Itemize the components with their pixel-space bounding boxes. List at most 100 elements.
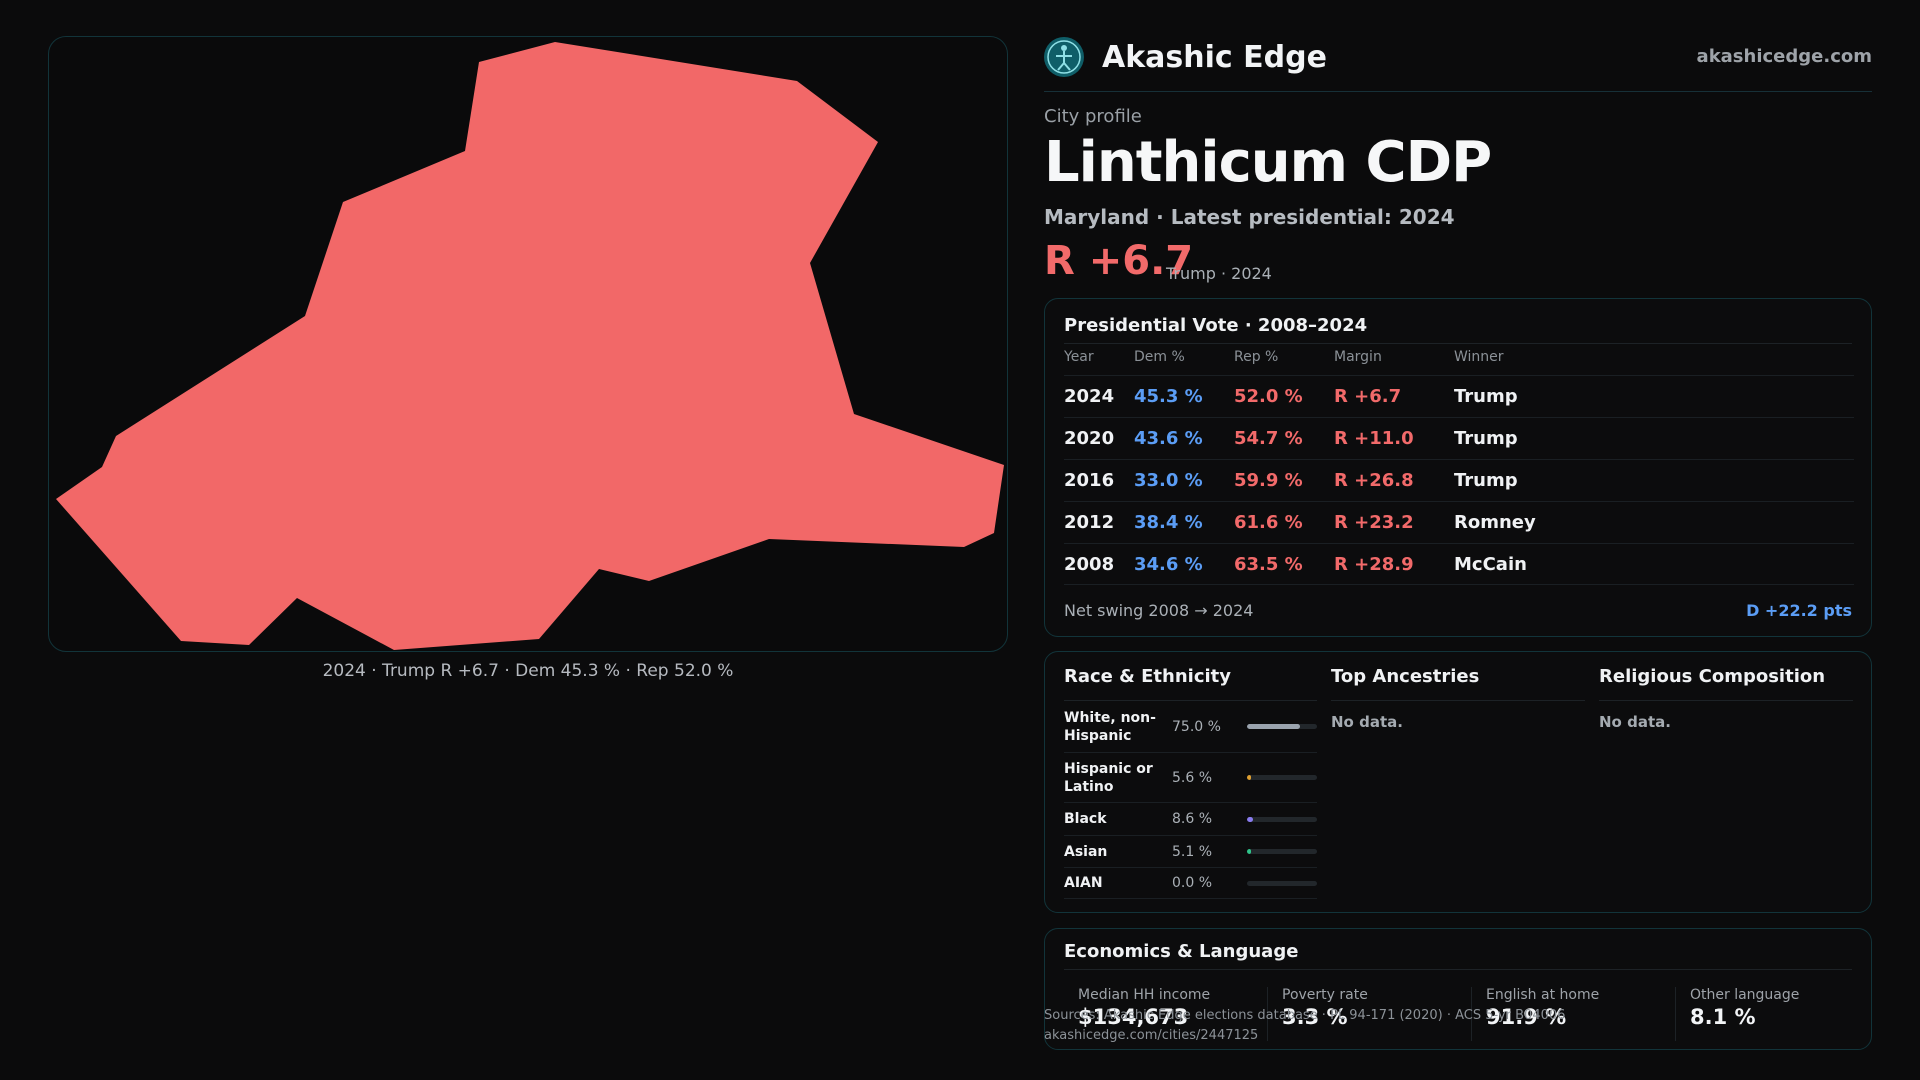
- ancestry-divider: [1331, 700, 1585, 701]
- stat-label: Other language: [1690, 987, 1800, 1003]
- cell-dem: 38.4 %: [1134, 512, 1203, 533]
- religion-section: Religious Composition No data.: [1599, 666, 1853, 731]
- econ-divider: [1064, 969, 1852, 970]
- cell-year: 2016: [1064, 470, 1115, 491]
- page-kicker: City profile: [1044, 106, 1142, 127]
- race-bar-fill: [1247, 724, 1300, 729]
- footer: Sources: Akashic Edge elections database…: [1044, 1006, 1565, 1046]
- race-bar-fill: [1247, 849, 1251, 854]
- religion-empty: No data.: [1599, 713, 1671, 731]
- race-label: White, non-Hispanic: [1064, 709, 1156, 744]
- footer-source: Sources: Akashic Edge elections database…: [1044, 1008, 1566, 1023]
- race-list: White, non-Hispanic 75.0 % Hispanic or L…: [1064, 701, 1317, 899]
- list-item: Hispanic or Latino 5.6 %: [1064, 753, 1317, 803]
- list-item: Black 8.6 %: [1064, 803, 1317, 836]
- cell-winner: McCain: [1454, 553, 1527, 575]
- religion-divider: [1599, 700, 1853, 701]
- race-label: AIAN: [1064, 875, 1103, 891]
- net-swing-label: Net swing 2008 → 2024: [1064, 601, 1254, 620]
- cell-winner: Trump: [1454, 386, 1518, 407]
- table-row[interactable]: 2008 34.6 % 63.5 % R +28.9 McCain: [1064, 543, 1854, 585]
- col-header-year: Year: [1064, 349, 1094, 365]
- brand-name: Akashic Edge: [1102, 39, 1327, 75]
- race-pct: 75.0 %: [1172, 718, 1221, 735]
- race-bar: [1247, 816, 1317, 822]
- cell-dem: 34.6 %: [1134, 553, 1203, 575]
- brand[interactable]: Akashic Edge: [1044, 36, 1327, 78]
- stat-value: 8.1 %: [1690, 1005, 1756, 1029]
- cell-rep: 61.6 %: [1234, 512, 1303, 533]
- stat-value: 3.3 %: [1282, 1005, 1348, 1029]
- net-swing: Net swing 2008 → 2024 D +22.2 pts: [1064, 601, 1852, 620]
- map-panel[interactable]: [48, 36, 1008, 652]
- stat-poverty-rate: Poverty rate 3.3 %: [1267, 987, 1368, 1041]
- table-row[interactable]: 2016 33.0 % 59.9 % R +26.8 Trump: [1064, 459, 1854, 501]
- header-divider: [1044, 91, 1872, 92]
- brand-url-link[interactable]: akashicedge.com: [1696, 46, 1872, 67]
- page-subtitle: Maryland · Latest presidential: 2024: [1044, 205, 1455, 229]
- cell-margin: R +6.7: [1334, 386, 1402, 407]
- race-label: Hispanic or Latino: [1064, 760, 1153, 795]
- race-bar-fill: [1247, 775, 1251, 780]
- stat-median-income: Median HH income $134,673: [1064, 987, 1210, 1041]
- demographics-card: Race & Ethnicity White, non-Hispanic 75.…: [1044, 651, 1872, 913]
- stat-value: 91.9 %: [1486, 1005, 1567, 1029]
- stat-other-language: Other language 8.1 %: [1675, 987, 1799, 1041]
- cell-year: 2024: [1064, 386, 1115, 407]
- race-bar: [1247, 849, 1317, 854]
- race-divider: [1064, 700, 1317, 701]
- race-pct: 0.0 %: [1172, 875, 1213, 891]
- list-item: White, non-Hispanic 75.0 %: [1064, 701, 1317, 753]
- ancestry-title: Top Ancestries: [1331, 666, 1480, 687]
- page-title: Linthicum CDP: [1044, 130, 1492, 195]
- stat-english-at-home: English at home 91.9 %: [1471, 987, 1599, 1041]
- race-bar-fill: [1247, 816, 1254, 822]
- list-item: AIAN 0.0 %: [1064, 868, 1317, 899]
- vote-table-header: Year Dem % Rep % Margin Winner: [1064, 339, 1854, 375]
- stat-label: Median HH income: [1078, 987, 1211, 1003]
- col-header-winner: Winner: [1454, 349, 1504, 365]
- map-caption: 2024 · Trump R +6.7 · Dem 45.3 % · Rep 5…: [322, 661, 734, 681]
- latest-margin: R +6.7: [1044, 238, 1194, 284]
- cell-dem: 43.6 %: [1134, 428, 1203, 449]
- cell-year: 2012: [1064, 512, 1115, 533]
- cell-dem: 33.0 %: [1134, 470, 1203, 491]
- net-swing-value: D +22.2 pts: [1746, 601, 1852, 620]
- cell-dem: 45.3 %: [1134, 386, 1203, 407]
- race-bar: [1247, 880, 1317, 886]
- col-header-dem: Dem %: [1134, 349, 1185, 365]
- race-label: Asian: [1064, 843, 1108, 860]
- ancestry-empty: No data.: [1331, 713, 1403, 731]
- cell-margin: R +11.0: [1334, 428, 1414, 449]
- cell-winner: Romney: [1454, 512, 1536, 533]
- ancestry-section: Top Ancestries No data.: [1331, 666, 1585, 731]
- table-row[interactable]: 2012 38.4 % 61.6 % R +23.2 Romney: [1064, 501, 1854, 543]
- cell-rep: 54.7 %: [1234, 428, 1303, 449]
- cell-year: 2008: [1064, 553, 1115, 575]
- city-boundary-shape[interactable]: [56, 42, 1004, 650]
- economics-card: Economics & Language Median HH income $1…: [1044, 928, 1872, 1050]
- econ-title: Economics & Language: [1064, 941, 1299, 962]
- cell-rep: 59.9 %: [1234, 470, 1303, 491]
- col-header-rep: Rep %: [1234, 349, 1279, 365]
- cell-rep: 52.0 %: [1234, 386, 1303, 407]
- table-row[interactable]: 2020 43.6 % 54.7 % R +11.0 Trump: [1064, 417, 1854, 459]
- cell-winner: Trump: [1454, 470, 1518, 491]
- cell-margin: R +28.9: [1334, 553, 1414, 575]
- race-pct: 8.6 %: [1172, 811, 1213, 827]
- race-bar: [1247, 724, 1317, 729]
- race-title: Race & Ethnicity: [1064, 666, 1231, 687]
- table-row[interactable]: 2024 45.3 % 52.0 % R +6.7 Trump: [1064, 375, 1854, 417]
- latest-margin-note: Trump · 2024: [1166, 264, 1272, 283]
- race-pct: 5.6 %: [1172, 769, 1213, 786]
- race-label: Black: [1064, 811, 1107, 827]
- city-boundary-map[interactable]: [49, 37, 1008, 652]
- stat-label: English at home: [1486, 987, 1600, 1003]
- footer-url[interactable]: akashicedge.com/cities/2447125: [1044, 1028, 1259, 1043]
- vote-card-title: Presidential Vote · 2008–2024: [1064, 315, 1368, 336]
- cell-margin: R +23.2: [1334, 512, 1414, 533]
- vote-card-divider: [1064, 343, 1852, 344]
- race-section: Race & Ethnicity White, non-Hispanic 75.…: [1064, 666, 1317, 899]
- stat-label: Poverty rate: [1282, 987, 1368, 1003]
- cell-year: 2020: [1064, 428, 1115, 449]
